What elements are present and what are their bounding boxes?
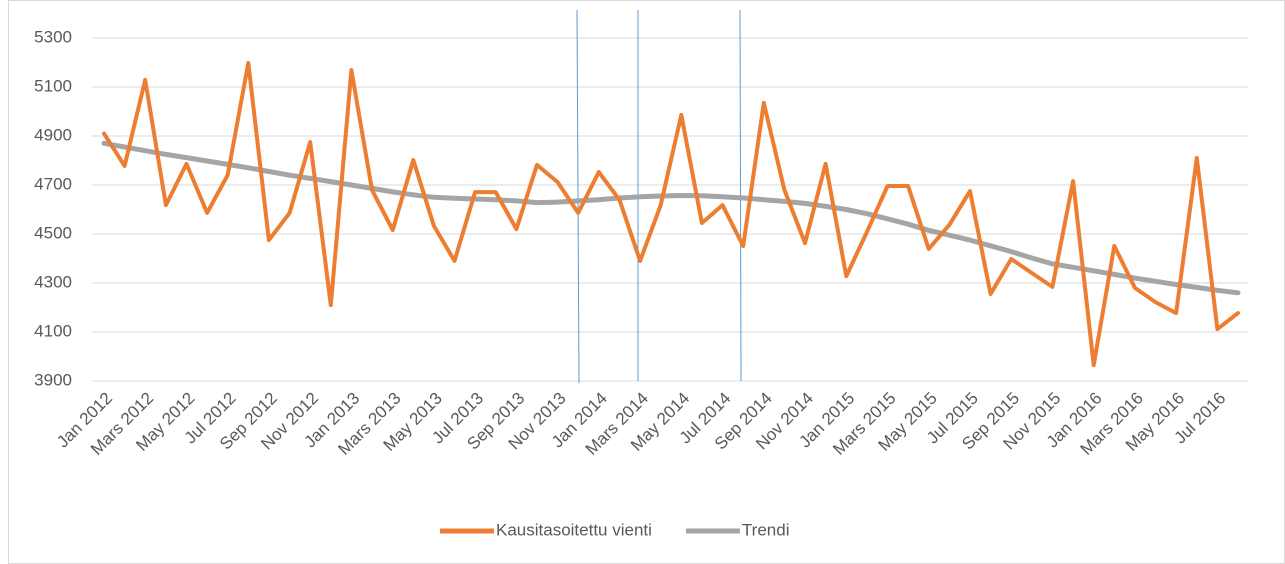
legend-label: Trendi [742, 520, 790, 539]
marker-line [576, 9, 580, 384]
grid [92, 37, 1248, 382]
y-tick-label: 5300 [34, 27, 72, 46]
y-tick-label: 4700 [34, 174, 72, 193]
series-line [101, 140, 1241, 296]
series-line [102, 61, 1240, 368]
y-tick-label: 4300 [34, 272, 72, 291]
y-tick-label: 4900 [34, 125, 72, 144]
chart-border [8, 0, 1285, 564]
y-tick-label: 3900 [34, 370, 72, 389]
y-tick-label: 5100 [34, 76, 72, 95]
legend-label: Kausitasoitettu vienti [496, 520, 652, 539]
y-tick-label: 4500 [34, 223, 72, 242]
y-tick-label: 4100 [34, 321, 72, 340]
